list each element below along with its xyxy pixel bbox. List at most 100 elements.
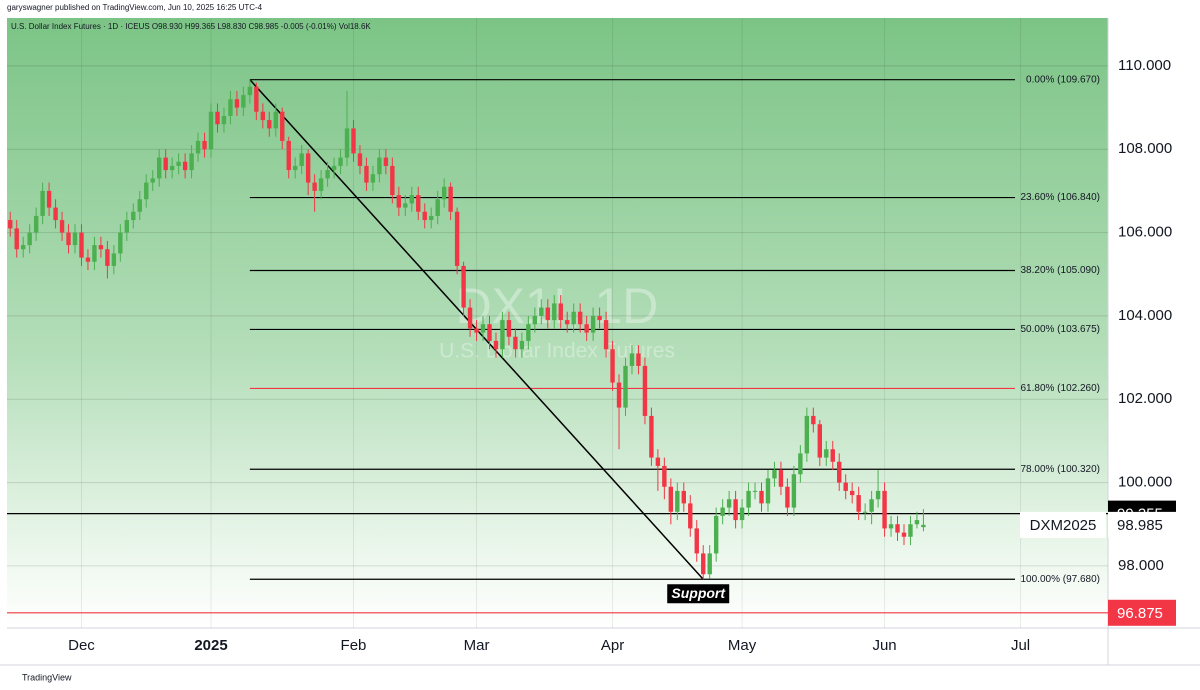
candle-body — [817, 424, 822, 458]
candle-body — [260, 111, 266, 121]
candle-body — [895, 524, 900, 533]
candle-body — [59, 220, 65, 233]
candle-body — [124, 220, 130, 233]
fib-label: 38.20% (105.090) — [1020, 265, 1100, 276]
candle-body — [765, 478, 771, 504]
symbol-box — [1020, 511, 1106, 538]
candle-body — [202, 140, 207, 150]
candle-body — [441, 186, 447, 200]
candle-body — [811, 415, 816, 425]
x-tick-label: Jun — [872, 637, 896, 654]
candle-body — [8, 220, 13, 229]
y-tick-label: 108.000 — [1118, 140, 1172, 157]
candle-body — [856, 495, 861, 512]
candle-body — [519, 340, 525, 350]
candle-body — [629, 353, 635, 366]
candle-body — [338, 157, 343, 166]
candle-body — [849, 490, 855, 496]
candle-body — [364, 165, 369, 183]
candle-body — [182, 161, 188, 171]
fib-label: 100.00% (97.680) — [1020, 574, 1100, 585]
candle-body — [506, 320, 512, 337]
candle-body — [144, 182, 149, 200]
candle-body — [616, 382, 622, 408]
candle-body — [105, 249, 110, 266]
candle-body — [228, 99, 233, 116]
candle-body — [837, 461, 842, 483]
candle-body — [804, 415, 810, 454]
candle-body — [908, 524, 913, 537]
y-tick-label: 110.000 — [1118, 57, 1171, 74]
candle-body — [843, 482, 848, 491]
candle-body — [726, 499, 732, 508]
candle-body — [733, 499, 738, 521]
candle-body — [357, 153, 363, 166]
candle-body — [642, 365, 648, 416]
candle-body — [467, 307, 473, 329]
x-tick-label: Jul — [1011, 637, 1030, 654]
candle-body — [824, 449, 829, 458]
candle-body — [325, 170, 330, 179]
candle-body — [610, 349, 615, 383]
candle-body — [545, 307, 550, 321]
candle-body — [131, 211, 136, 221]
candle-body — [435, 199, 440, 216]
candle-body — [649, 415, 654, 458]
candle-body — [118, 232, 123, 254]
candle-body — [532, 315, 538, 325]
candle-body — [603, 320, 609, 350]
candle-body — [461, 265, 466, 308]
candle-body — [169, 165, 175, 171]
candle-body — [150, 178, 155, 183]
candle-body — [875, 490, 881, 500]
candle-body — [552, 303, 557, 321]
candle-body — [474, 328, 479, 333]
candle-body — [571, 311, 576, 325]
candle-body — [215, 111, 220, 125]
x-tick-label: Apr — [601, 637, 624, 654]
candle-body — [429, 215, 434, 221]
candle-body — [92, 245, 97, 262]
candle-body — [791, 474, 797, 508]
candle-body — [312, 182, 317, 191]
candle-body — [480, 324, 486, 333]
candle-body — [396, 195, 402, 208]
fib-label: 78.00% (100.320) — [1020, 464, 1100, 475]
price-box — [1108, 599, 1176, 626]
candle-body — [493, 340, 499, 350]
candle-body — [869, 499, 874, 512]
candle-body — [713, 515, 719, 554]
candle-body — [785, 486, 790, 508]
candle-body — [577, 311, 583, 325]
candle-body — [798, 453, 803, 475]
candle-body — [156, 157, 162, 179]
candle-body — [344, 128, 350, 158]
candle-body — [14, 228, 19, 250]
candle-body — [668, 486, 674, 512]
candle-body — [163, 157, 168, 171]
candle-body — [636, 353, 641, 366]
candle-body — [98, 245, 104, 250]
candle-body — [299, 153, 304, 166]
candle-body — [590, 315, 596, 333]
candle-body — [53, 207, 58, 221]
candle-body — [409, 195, 414, 204]
candle-body — [448, 186, 453, 212]
candle-body — [487, 324, 492, 341]
y-tick-label: 106.000 — [1118, 224, 1172, 241]
candle-body — [195, 140, 201, 154]
candle-body — [403, 203, 408, 208]
x-tick-label: Mar — [464, 637, 490, 654]
candle-body — [921, 524, 926, 528]
candle-body — [675, 490, 680, 512]
footer: TradingView — [22, 672, 72, 682]
candle-body — [66, 232, 71, 246]
candle-body — [377, 157, 382, 175]
candle-body — [293, 165, 298, 171]
candle-body — [701, 553, 706, 575]
candle-body — [500, 320, 505, 350]
candle-body — [318, 178, 324, 191]
candle-body — [305, 153, 311, 183]
